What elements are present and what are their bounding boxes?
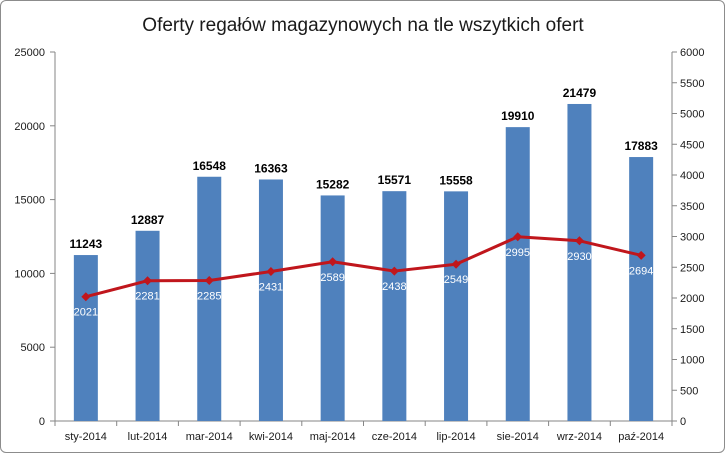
line-marker [389, 266, 399, 276]
bar-value-label: 15282 [316, 177, 350, 191]
line-value-label: 2438 [382, 281, 406, 293]
x-axis-category-label: lut-2014 [128, 431, 168, 443]
line-marker [574, 236, 584, 246]
bar [629, 157, 654, 421]
right-axis-tick-label: 500 [680, 385, 698, 397]
x-axis-category-label: lip-2014 [436, 431, 475, 443]
x-axis-category-label: sty-2014 [65, 431, 107, 443]
bar [135, 230, 160, 421]
left-axis-tick-label: 25000 [14, 47, 45, 59]
right-axis-tick-label: 3000 [680, 232, 704, 244]
bar [382, 191, 407, 421]
right-axis-tick-label: 1000 [680, 355, 704, 367]
line-value-label: 2281 [135, 291, 159, 303]
x-axis-category-label: kwi-2014 [249, 431, 293, 443]
bar [320, 195, 345, 421]
right-axis-tick-label: 6000 [680, 47, 704, 59]
right-axis-tick-label: 4000 [680, 170, 704, 182]
line-marker [204, 275, 214, 285]
bar [505, 127, 530, 421]
bar-value-label: 17883 [624, 139, 658, 153]
left-axis-tick-label: 20000 [14, 121, 45, 133]
bar-value-label: 15558 [439, 173, 473, 187]
x-axis-category-label: sie-2014 [497, 431, 539, 443]
line-marker [143, 276, 153, 286]
axes: 0 5000 10000 15000 20000 25000 0 500 1000 1500 200… [14, 47, 704, 443]
line-series [81, 232, 646, 302]
line-marker [328, 257, 338, 267]
bar-value-label: 16548 [193, 159, 227, 173]
bar [73, 255, 98, 421]
bar-value-label: 21479 [563, 86, 597, 100]
line-path [85, 235, 642, 299]
right-axis-tick-label: 0 [680, 416, 686, 428]
line-marker [81, 292, 91, 302]
line-marker [513, 232, 523, 242]
left-axis-tick-label: 0 [39, 416, 45, 428]
line-value-label: 2021 [74, 307, 98, 319]
line-value-label: 2930 [567, 251, 591, 263]
chart-title: Oferty regałów magazynowych na tle wszyt… [142, 15, 584, 36]
line-value-label: 2431 [259, 281, 283, 293]
right-axis-tick-label: 2000 [680, 293, 704, 305]
right-axis-tick-label: 1500 [680, 324, 704, 336]
bar-value-label: 12887 [131, 213, 165, 227]
bar [197, 176, 222, 421]
left-axis-tick-label: 15000 [14, 195, 45, 207]
line-value-label: 2694 [629, 265, 653, 277]
line-value-label: 2995 [506, 247, 530, 259]
right-axis-tick-label: 4500 [680, 139, 704, 151]
bar [444, 191, 469, 421]
bar-value-label: 19910 [501, 109, 535, 123]
left-axis-tick-label: 10000 [14, 268, 45, 280]
line-marker [636, 250, 646, 260]
bar [567, 103, 592, 421]
bar-series [73, 103, 654, 421]
x-axis-category-label: maj-2014 [310, 431, 356, 443]
line-value-label: 2549 [444, 274, 468, 286]
line-value-label: 2285 [197, 290, 221, 302]
line-marker [451, 259, 461, 269]
bar [258, 179, 283, 421]
x-axis-category-label: cze-2014 [372, 431, 417, 443]
right-axis-tick-label: 2500 [680, 262, 704, 274]
right-axis-tick-label: 5500 [680, 78, 704, 90]
bar-value-label: 15571 [378, 173, 412, 187]
right-axis-tick-label: 3500 [680, 201, 704, 213]
left-axis-tick-label: 5000 [21, 342, 45, 354]
x-axis-category-label: paź-2014 [618, 431, 664, 443]
x-axis-category-label: mar-2014 [186, 431, 233, 443]
right-axis-tick-label: 5000 [680, 109, 704, 121]
bar-value-label: 16363 [254, 161, 288, 175]
data-labels: 11243 12887 16548 16363 15282 15571 15558 19910… [69, 86, 658, 319]
x-axis-category-label: wrz-2014 [556, 431, 602, 443]
bar-value-label: 11243 [69, 237, 102, 251]
line-value-label: 2589 [320, 272, 344, 284]
line-marker [266, 266, 276, 276]
